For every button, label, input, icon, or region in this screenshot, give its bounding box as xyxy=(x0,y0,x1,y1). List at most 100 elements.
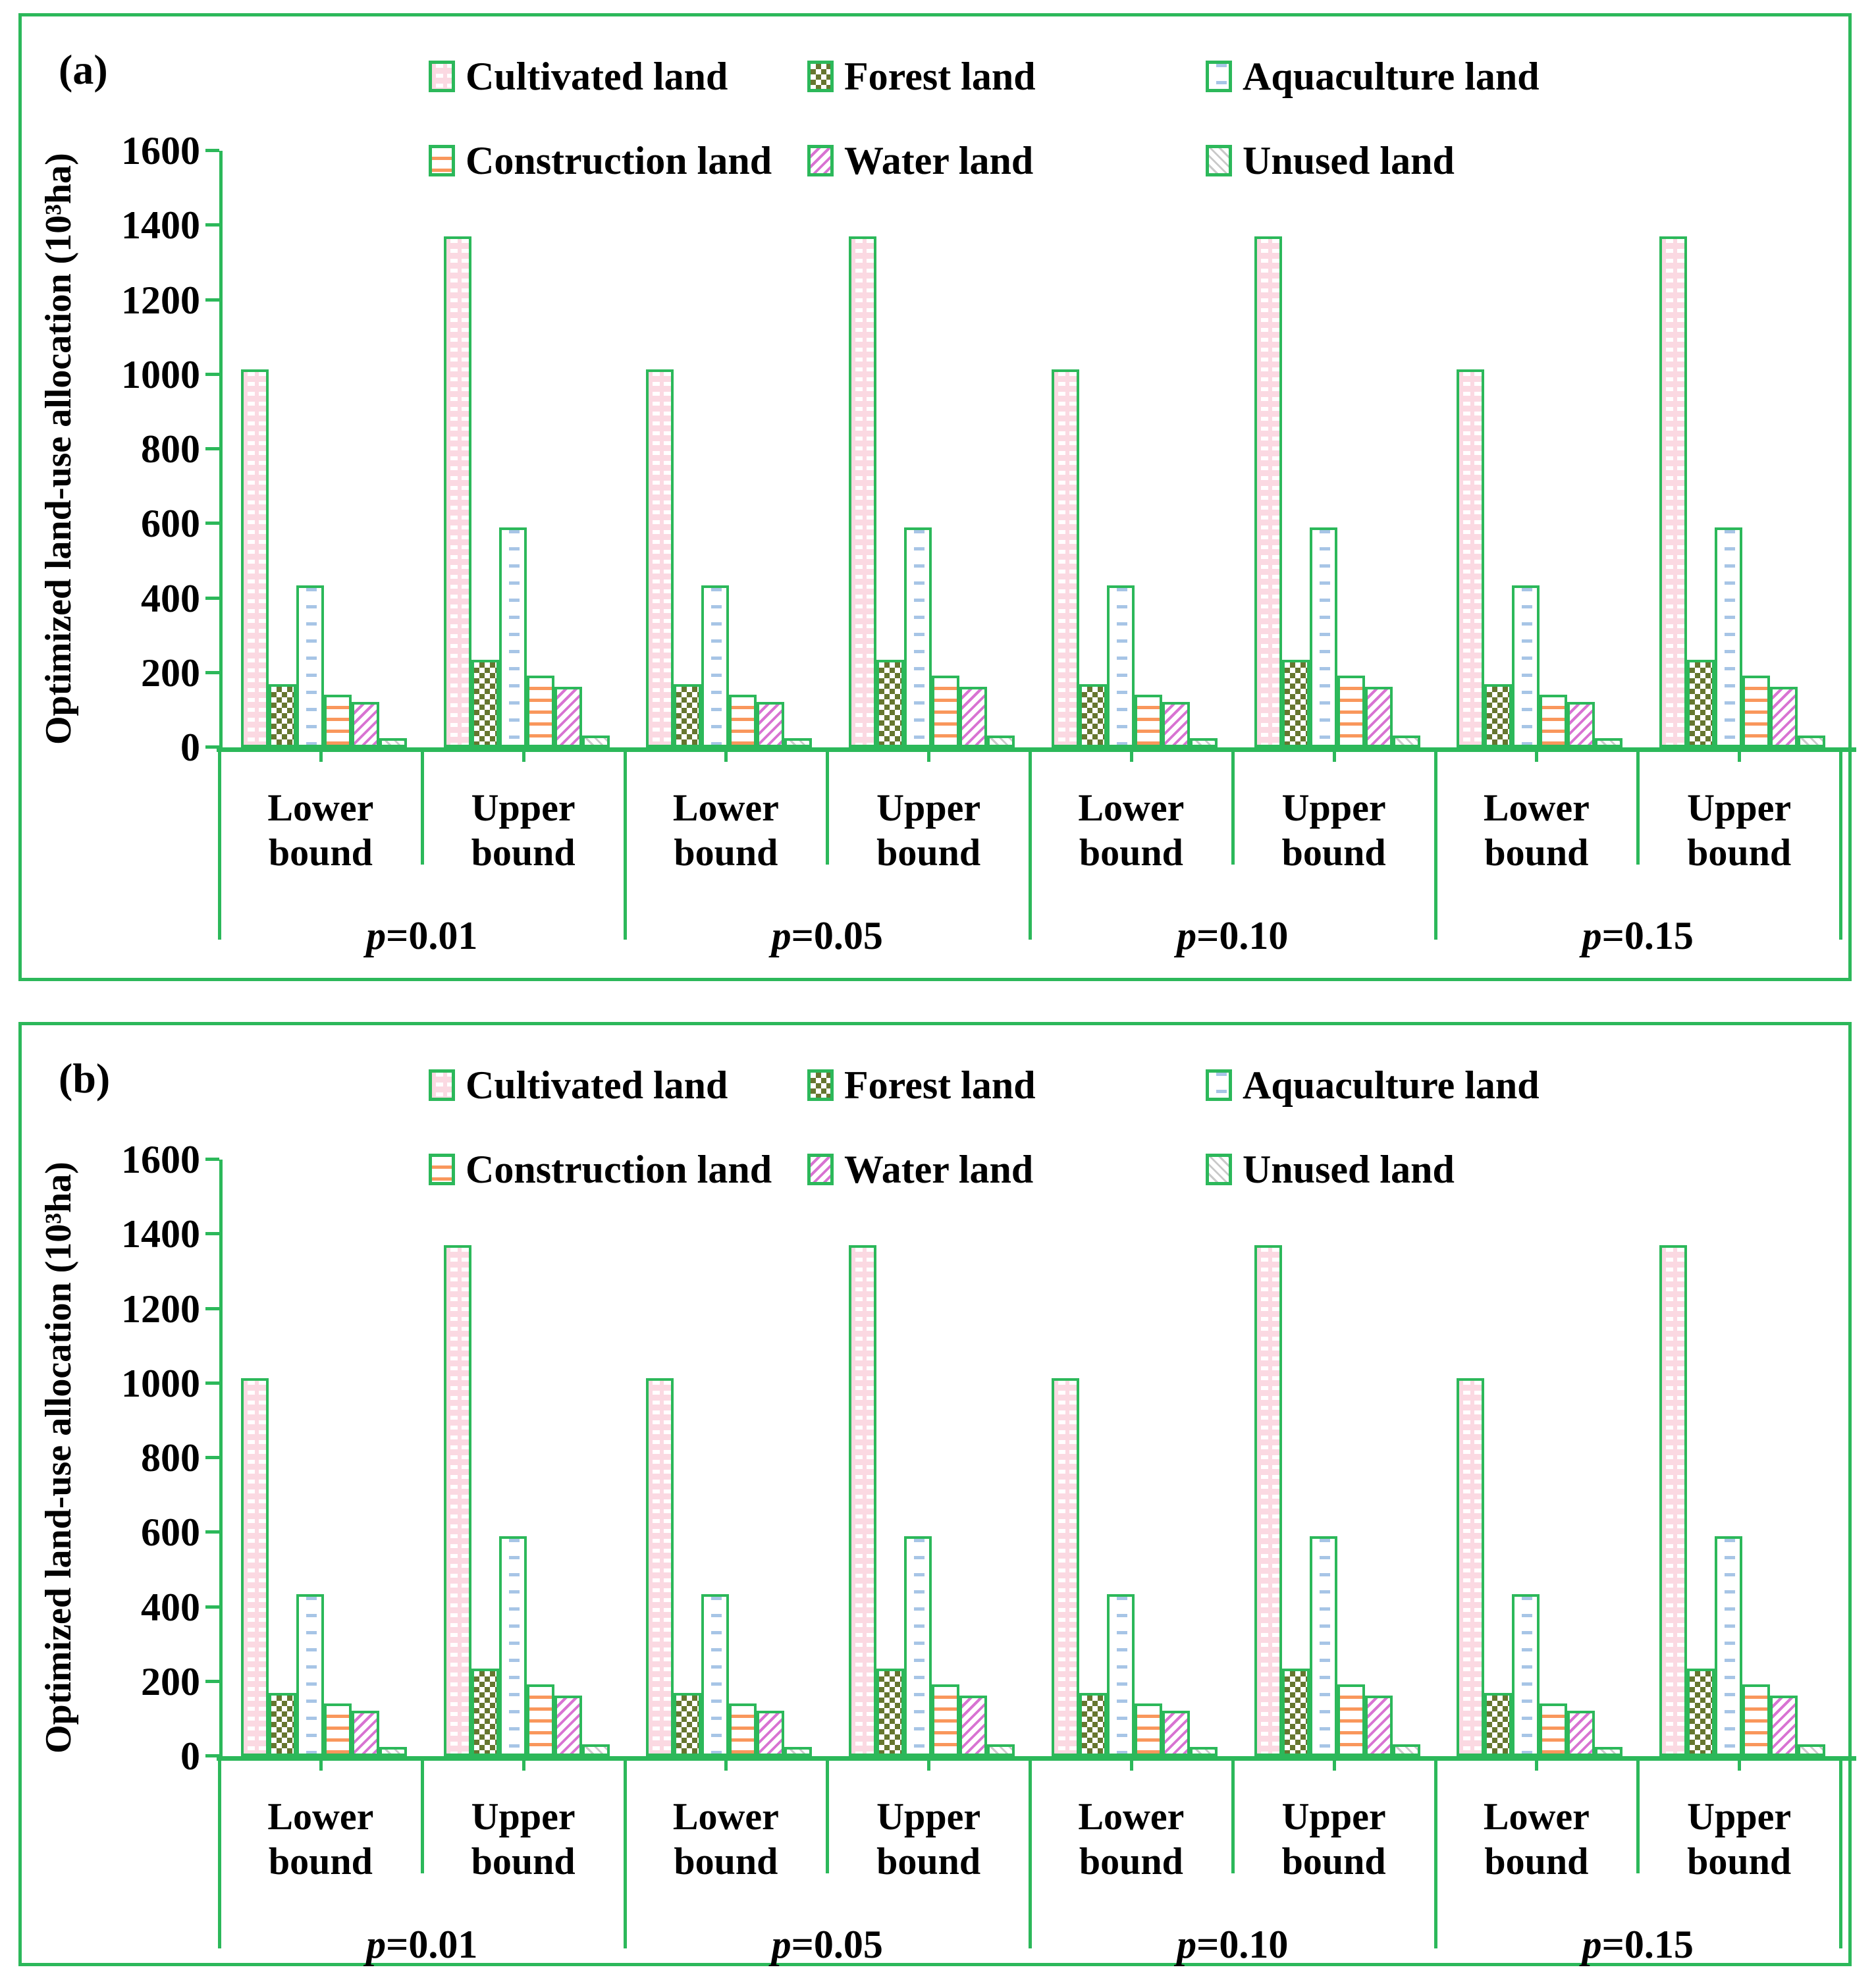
bar-aquaculture xyxy=(498,1536,527,1756)
y-tick-label: 800 xyxy=(141,427,200,471)
forest-swatch-icon xyxy=(807,61,834,92)
bar-aquaculture xyxy=(1512,1594,1540,1756)
y-tick xyxy=(205,298,219,302)
subgroup-center-tick xyxy=(724,1756,728,1771)
bar-forest xyxy=(876,659,905,747)
y-tick xyxy=(205,149,219,152)
bar-aquaculture xyxy=(904,1536,932,1756)
bar-cultivated xyxy=(1659,1245,1688,1756)
y-tick xyxy=(205,1754,219,1757)
p-label: p=0.05 xyxy=(625,1922,1031,1968)
bar-aquaculture xyxy=(1309,527,1337,747)
subgroup-separator xyxy=(420,1756,424,1873)
bound-label-line1: Upper xyxy=(1281,786,1386,829)
legend-label: Water land xyxy=(844,138,1034,182)
y-tick xyxy=(205,1158,219,1161)
panel-label: (b) xyxy=(59,1055,111,1102)
bar-water xyxy=(757,1710,785,1756)
bar-unused xyxy=(1595,1746,1623,1756)
y-tick xyxy=(205,223,219,227)
bar-construction xyxy=(1337,1684,1365,1756)
subgroup-center-tick xyxy=(1129,747,1133,762)
y-tick xyxy=(205,670,219,674)
bar-cultivated xyxy=(1051,369,1079,747)
bar-unused xyxy=(1392,735,1420,747)
bar-forest xyxy=(1281,659,1310,747)
y-tick-label: 600 xyxy=(141,1511,200,1555)
bar-cultivated xyxy=(240,369,269,747)
bound-label-line2: bound xyxy=(471,1840,576,1883)
x-axis-labels: Lower bound Upper bound Lower bound Upper bound… xyxy=(218,1756,1842,1973)
y-tick-label: 200 xyxy=(141,1659,200,1703)
legend: Cultivated land Forest land Aquaculture la… xyxy=(429,55,1540,226)
bar-water xyxy=(351,701,379,747)
group-separator xyxy=(623,1756,627,1948)
bar-water xyxy=(351,1710,379,1756)
x-axis-labels: Lower bound Upper bound Lower bound Upper bound… xyxy=(218,747,1842,965)
y-tick xyxy=(205,522,219,525)
bar-water xyxy=(1770,686,1798,747)
bound-label: Upper bound xyxy=(1638,786,1840,876)
bar-unused xyxy=(1798,735,1826,747)
subgroup-center-tick xyxy=(927,1756,931,1771)
legend-item-forest: Forest land xyxy=(807,1063,1206,1107)
bar-forest xyxy=(1687,659,1715,747)
y-axis-title: Optimized land-use allocation (10³ha) xyxy=(38,153,79,745)
p-symbol: p xyxy=(1177,1923,1197,1966)
bound-label-line1: Lower xyxy=(1483,1795,1590,1838)
subgroup-separator xyxy=(826,1756,830,1873)
p-symbol: p xyxy=(771,1923,791,1966)
aquaculture-swatch-icon xyxy=(1206,1069,1232,1101)
legend-label: Aquaculture land xyxy=(1243,1063,1540,1107)
bar-aquaculture xyxy=(1715,527,1743,747)
subgroup-center-tick xyxy=(1535,747,1539,762)
group-separator xyxy=(1839,1756,1842,1948)
bound-label-line2: bound xyxy=(1079,1840,1183,1883)
y-tick-label: 0 xyxy=(180,1734,200,1778)
bar-forest xyxy=(876,1668,905,1756)
bar-aquaculture xyxy=(296,585,324,747)
forest-swatch-icon xyxy=(807,1069,834,1101)
bar-aquaculture xyxy=(1309,1536,1337,1756)
bar-construction xyxy=(1134,695,1162,747)
legend-label: Construction land xyxy=(466,1147,772,1191)
bound-label-line2: bound xyxy=(471,831,576,874)
y-tick xyxy=(205,1381,219,1385)
bar-water xyxy=(554,686,582,747)
subgroup-center-tick xyxy=(1535,1756,1539,1771)
p-symbol: p xyxy=(366,914,387,957)
bar-forest xyxy=(471,659,499,747)
bound-label: Lower bound xyxy=(1030,786,1233,876)
p-label: p=0.10 xyxy=(1030,913,1435,959)
p-symbol: p xyxy=(1177,914,1197,957)
p-label: p=0.15 xyxy=(1435,913,1841,959)
group-separator xyxy=(218,1756,221,1948)
legend: Cultivated land Forest land Aquaculture la… xyxy=(429,1063,1540,1235)
bound-label-line2: bound xyxy=(1281,831,1386,874)
bound-label-line2: bound xyxy=(1281,1840,1386,1883)
bar-unused xyxy=(581,735,610,747)
bar-unused xyxy=(784,737,813,747)
legend-label: Construction land xyxy=(466,138,772,182)
y-tick-label: 0 xyxy=(180,726,200,769)
subgroup-center-tick xyxy=(1129,1756,1133,1771)
bound-label-line1: Lower xyxy=(1078,786,1185,829)
y-tick-label: 1200 xyxy=(121,278,200,322)
subgroup-cell xyxy=(1641,1160,1844,1756)
subgroup-center-tick xyxy=(319,747,323,762)
x-axis-line xyxy=(217,747,1856,752)
bar-construction xyxy=(323,1703,352,1756)
y-tick-label: 400 xyxy=(141,1585,200,1629)
legend-item-construction: Construction land xyxy=(429,1147,807,1191)
y-tick xyxy=(205,745,219,749)
subgroup-separator xyxy=(826,747,830,865)
legend-item-aquaculture: Aquaculture land xyxy=(1206,55,1540,98)
bound-label-line1: Lower xyxy=(1078,1795,1185,1838)
bound-label-line1: Upper xyxy=(471,786,576,829)
bound-label-line2: bound xyxy=(876,831,981,874)
subgroup-cell xyxy=(1439,151,1642,747)
legend-label: Water land xyxy=(844,1147,1034,1191)
p-symbol: p xyxy=(1582,914,1602,957)
y-tick xyxy=(205,372,219,376)
bar-water xyxy=(1364,1695,1393,1756)
